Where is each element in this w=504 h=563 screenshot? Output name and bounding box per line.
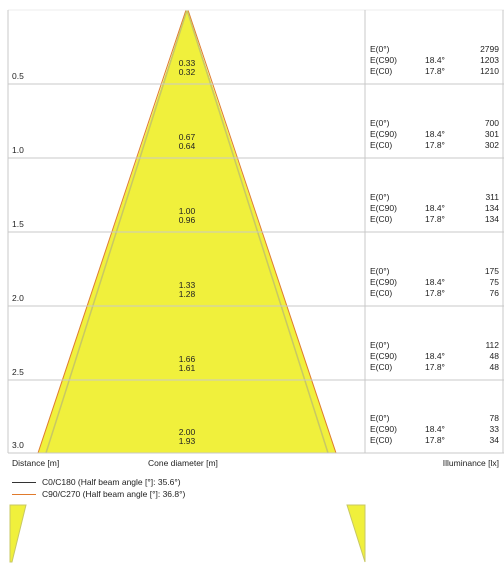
cone-diameter-c90: 1.00 [178,206,196,216]
e0-label: E(0°) [370,192,390,202]
ec0-label: E(C0) [370,214,393,224]
ec90-angle: 18.4° [425,129,445,139]
ec90-label: E(C90) [370,351,397,361]
cone-diameter-c0: 0.64 [178,141,196,151]
e0-value: 700 [484,118,499,128]
cone-diameter-c90: 1.66 [178,354,196,364]
legend-text-c0: C0/C180 (Half beam angle [°]: 35.6°) [42,476,181,487]
ec90-value: 134 [484,203,499,213]
cone-diameter-c90: 0.67 [178,132,196,142]
ec90-label: E(C90) [370,129,397,139]
ec90-value: 48 [489,351,499,361]
e0-value: 311 [485,192,499,202]
distance-label: 1.0 [12,145,24,155]
e0-label: E(0°) [370,44,390,54]
distance-label: 3.0 [12,440,24,450]
ec0-label: E(C0) [370,140,393,150]
e0-value: 112 [485,340,499,350]
ec0-value: 76 [489,288,499,298]
ec0-label: E(C0) [370,66,393,76]
illuminance-axis-label: Illuminance [lx] [442,458,499,468]
legend-line-c0 [12,481,36,483]
legend-item-c0: C0/C180 (Half beam angle [°]: 35.6°) [12,476,181,488]
ec90-value: 1203 [480,55,499,65]
cone-diameter-c0: 1.61 [178,363,196,373]
legend-item-c90: C90/C270 (Half beam angle [°]: 36.8°) [12,488,185,500]
legend-line-c90 [12,493,36,495]
cone-diameter-c90: 0.33 [178,58,196,68]
ec0-value: 48 [489,362,499,372]
ec0-angle: 17.8° [425,288,445,298]
ec90-value: 33 [489,424,499,434]
e0-label: E(0°) [370,266,390,276]
cone-diameter-c0: 0.32 [178,67,196,77]
ec0-label: E(C0) [370,435,393,445]
ec0-angle: 17.8° [425,140,445,150]
e0-value: 175 [484,266,499,276]
ec0-label: E(C0) [370,362,393,372]
legend-text-c90: C90/C270 (Half beam angle [°]: 36.8°) [42,488,186,499]
ec0-angle: 17.8° [425,214,445,224]
cone-diameter-c0: 0.96 [178,215,196,225]
ec0-angle: 17.8° [425,66,445,76]
ec0-value: 302 [484,140,499,150]
distance-label: 2.5 [12,367,24,377]
ec90-label: E(C90) [370,55,397,65]
ec90-label: E(C90) [370,203,397,213]
ec0-label: E(C0) [370,288,393,298]
cone-diameter-c0: 1.28 [178,289,196,299]
distance-label: 1.5 [12,219,24,229]
ec90-value: 75 [489,277,499,287]
ec0-value: 134 [484,214,499,224]
distance-label: 2.0 [12,293,24,303]
ec90-label: E(C90) [370,277,397,287]
ec90-value: 301 [484,129,499,139]
distance-label: 0.5 [12,71,24,81]
e0-value: 78 [489,413,499,423]
e0-label: E(0°) [370,118,390,128]
ec90-angle: 18.4° [425,277,445,287]
ec90-angle: 18.4° [425,351,445,361]
ec0-value: 1210 [480,66,499,76]
cone-diameter-c90: 2.00 [178,427,196,437]
distance-axis-label: Distance [m] [12,458,60,468]
ec0-angle: 17.8° [425,362,445,372]
ec0-angle: 17.8° [425,435,445,445]
e0-value: 2799 [480,44,499,54]
cone-diameter-c0: 1.93 [178,436,196,446]
cone-diameter-axis-label: Cone diameter [m] [148,458,218,468]
ec90-label: E(C90) [370,424,397,434]
cone-fragment-left [9,504,27,563]
e0-label: E(0°) [370,413,390,423]
ec90-angle: 18.4° [425,424,445,434]
ec90-angle: 18.4° [425,203,445,213]
cone-diameter-c90: 1.33 [178,280,196,290]
ec0-value: 34 [489,435,499,445]
cone-fragment-right [346,504,366,563]
ec90-angle: 18.4° [425,55,445,65]
e0-label: E(0°) [370,340,390,350]
